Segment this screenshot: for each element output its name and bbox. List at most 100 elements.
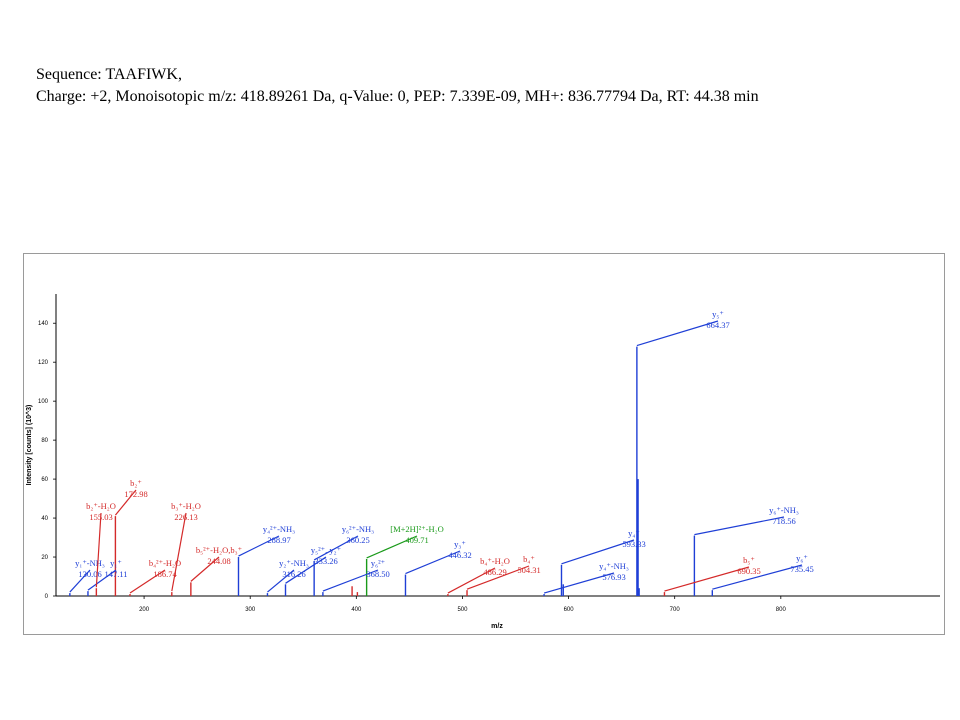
peak-label-mz: 244.08 <box>207 556 230 566</box>
peak-label: y₄²⁺-NH₃ 288.97 <box>263 524 295 545</box>
x-tick-label: 300 <box>245 607 256 613</box>
x-tick-label: 700 <box>670 607 681 613</box>
spectrum-header: Sequence: TAAFIWK, Charge: +2, Monoisoto… <box>36 64 759 108</box>
y-tick-label: 40 <box>41 516 48 522</box>
peak-label-ion: y₃⁺ <box>454 539 466 549</box>
x-tick-label: 400 <box>351 607 362 613</box>
y-tick-label: 140 <box>38 321 49 327</box>
peak-label: y₄⁺-NH₃ 576.93 <box>599 561 629 582</box>
peak-label-ion: y₅²⁺, y₂⁺ <box>311 545 342 555</box>
peak-label-leader <box>543 572 615 594</box>
peak-label-ion: y₁⁺ <box>110 558 122 568</box>
peak-label: b₅⁺ 690.35 <box>737 555 760 576</box>
peak-label-leader <box>87 569 117 591</box>
y-tick-label: 20 <box>41 555 48 561</box>
y-tick-label: 80 <box>41 438 48 444</box>
peak-label-leader <box>694 516 785 536</box>
x-axis-label: m/z <box>491 623 503 630</box>
peak-label-ion: y₂⁺-NH₃ <box>279 558 309 568</box>
peak-label-mz: 288.97 <box>267 535 290 545</box>
chart-axes: 0 20 40 60 80 100 120 140 200 300 400 500 600 700 800 <box>38 294 940 613</box>
x-tick-label: 600 <box>564 607 575 613</box>
peak-label-ion: y₄²⁺-NH₃ <box>263 524 295 534</box>
peak-label-ion: b₄⁺ <box>523 554 535 564</box>
peak-label-leader <box>95 512 102 588</box>
peak-label-mz: 690.35 <box>737 566 760 576</box>
peak-label-leader <box>313 535 359 561</box>
peak-label-leader <box>664 566 750 592</box>
peak-label-leader <box>69 569 91 593</box>
peak-label: y₃⁺ 446.32 <box>448 539 471 560</box>
peak-label-mz: 504.31 <box>517 565 540 575</box>
peak-label-mz: 593.33 <box>622 539 645 549</box>
chart-peaks <box>69 346 714 596</box>
y-tick-label: 60 <box>41 477 48 483</box>
peak-label: y₅⁺ 664.37 <box>706 309 729 330</box>
peak-label: y₆⁺-NH₃ 718.56 <box>769 505 799 526</box>
peak-label: b₃⁺-H₂O 226.13 <box>171 501 201 522</box>
peak-label-leader <box>366 535 418 559</box>
peak-label-ion: y₄⁺-NH₃ <box>599 561 629 571</box>
peak-label-mz: 576.93 <box>602 572 625 582</box>
peak-label-ion: [M+2H]²⁺-H₂O <box>390 524 444 534</box>
peak-label: b₅²⁺-H₂O,b₃⁺ 244.08 <box>196 545 243 566</box>
peak-label-ion: b₄²⁺-H₂O <box>149 558 181 568</box>
y-tick-label: 120 <box>38 360 49 366</box>
peak-label-mz: 718.56 <box>772 516 795 526</box>
peak-label-ion: b₂⁺ <box>130 478 142 488</box>
peak-label-mz: 226.13 <box>174 512 197 522</box>
y-tick-label: 100 <box>38 399 49 405</box>
peak-label-ion: b₄⁺-H₂O <box>480 556 510 566</box>
peak-label-ion: y₆²⁺ <box>371 558 386 568</box>
peak-label-leader <box>114 489 137 516</box>
peak-label: b₄⁺-H₂O 486.29 <box>480 556 510 577</box>
peak-label-leader <box>285 556 327 584</box>
y-axis-label: Intensity [counts] (10^3) <box>25 405 33 486</box>
chart-annotations: y₁⁺-NH₃130.06y₁⁺147.11b₂⁺-H₂O155.03b₂⁺17… <box>69 309 814 594</box>
y-tick-label: 0 <box>45 594 49 600</box>
peak-label-leader <box>405 550 461 575</box>
x-tick-label: 200 <box>139 607 150 613</box>
peak-label-leader <box>636 320 719 347</box>
peak-label: y₄⁺ 593.33 <box>622 528 645 549</box>
peak-label: y₁⁺-NH₃ 130.06 <box>75 558 105 579</box>
peak-label-mz: 130.06 <box>78 569 101 579</box>
peak-label-leader <box>447 567 496 594</box>
peak-label-ion: y₅⁺ <box>712 309 724 319</box>
peak-label: y₆²⁺-NH₃ 360.25 <box>342 524 374 545</box>
peak-label-leader <box>322 569 379 592</box>
peak-label-mz: 409.71 <box>405 535 428 545</box>
peak-label-leader <box>466 565 530 590</box>
peak-label-mz: 172.98 <box>124 489 147 499</box>
x-tick-label: 800 <box>776 607 787 613</box>
peak-label-mz: 446.32 <box>448 550 471 560</box>
peak-label: y₂⁺-NH₃ 316.26 <box>279 558 309 579</box>
peak-label-mz: 316.26 <box>282 569 305 579</box>
peak-label-mz: 664.37 <box>706 320 729 330</box>
peak-label: b₄⁺ 504.31 <box>517 554 540 575</box>
peak-label-leader <box>171 512 187 592</box>
peak-label-leader <box>238 535 280 557</box>
peak-label: y₅²⁺, y₂⁺ 333.26 <box>311 545 342 566</box>
peak-label-leader <box>561 539 635 565</box>
charge-info-text: Charge: +2, Monoisotopic m/z: 418.89261 … <box>36 88 759 105</box>
peak-label-mz: 186.74 <box>153 569 177 579</box>
peak-label-mz: 735.45 <box>790 564 813 574</box>
x-tick-label: 500 <box>457 607 468 613</box>
peak-label-leader <box>129 569 166 594</box>
peak-label: y₁⁺ 147.11 <box>104 558 127 579</box>
peak-label-ion: y₆²⁺-NH₃ <box>342 524 374 534</box>
peak-label-ion: y₁⁺-NH₃ <box>75 558 105 568</box>
peak-label: [M+2H]²⁺-H₂O 409.71 <box>390 524 444 545</box>
peak-label-leader <box>190 556 220 582</box>
peak-label-ion: b₅⁺ <box>743 555 755 565</box>
peak-label-ion: y₆⁺ <box>796 553 808 563</box>
peak-label-mz: 486.29 <box>483 567 506 577</box>
peak-label-ion: b₂⁺-H₂O <box>86 501 116 511</box>
peak-label: b₄²⁺-H₂O 186.74 <box>149 558 181 579</box>
peak-label: b₂⁺ 172.98 <box>124 478 147 499</box>
sequence-text: Sequence: TAAFIWK, <box>36 66 182 83</box>
peak-label-ion: y₆⁺-NH₃ <box>769 505 799 515</box>
peak-label-leader <box>267 569 295 593</box>
